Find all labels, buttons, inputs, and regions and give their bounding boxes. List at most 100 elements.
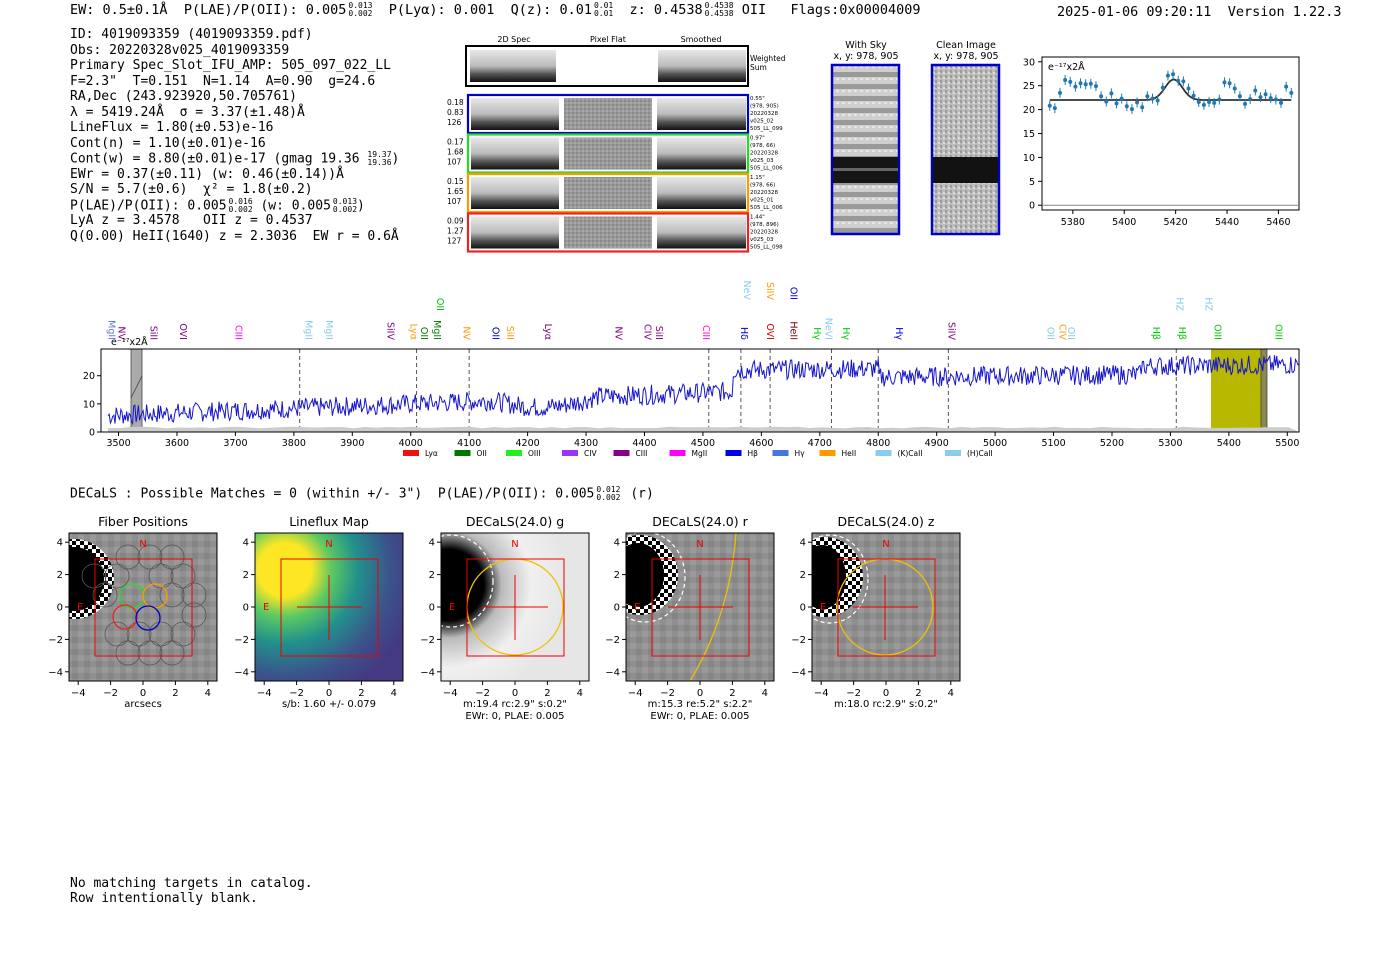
zoom-point <box>1171 72 1176 77</box>
spec-line-label: MgII <box>431 320 442 340</box>
aperture-box <box>466 558 565 657</box>
footer-notes: No matching targets in catalog. Row inte… <box>70 876 313 906</box>
zoom-point <box>1181 79 1186 84</box>
info-plae-w-lo: 0.002 <box>332 204 358 214</box>
line-fit-chart: e⁻¹⁷x2Å 5380 5400 5420 5440 5460 0 5 10 15 20 25 30 <box>1023 56 1300 228</box>
z-lo: 0.4538 <box>704 9 734 18</box>
panel-ytick-label: −4 <box>234 667 249 678</box>
contw-hi: 19.37 <box>367 150 392 159</box>
cutout-2dspec-2 <box>471 177 559 209</box>
panel-ytick-label: −4 <box>791 667 806 678</box>
cutout-left-label: 0.15 <box>447 177 464 186</box>
cutout-right-label: 20220328 <box>750 151 778 157</box>
panel-ytick-label: 2 <box>429 570 435 581</box>
spec-line-label: NeV <box>741 281 752 301</box>
zoom-point <box>1155 98 1160 103</box>
panel-caption: EWr: 0, PLAE: 0.005 <box>650 711 749 722</box>
info-sn: S/N = 5.7(±0.6) χ² = 1.8(±0.2) <box>70 182 313 197</box>
zoom-point <box>1119 96 1124 101</box>
panel-ytick-label: 0 <box>614 603 620 614</box>
panel-ytick-label: −4 <box>48 667 63 678</box>
spec-ytick-label: 20 <box>83 371 95 382</box>
legend-label: CIV <box>584 449 597 458</box>
spec-line-label: OII <box>1045 327 1056 340</box>
spec-line-label: CIII <box>232 325 243 340</box>
info-plae: P(LAE)/P(OII): 0.005 <box>70 198 227 213</box>
info-lya: LyA z = 3.4578 OII z = 0.4537 <box>70 213 313 228</box>
spec-line-label: HZ <box>1173 297 1184 311</box>
zoom-point <box>1186 86 1191 91</box>
zoom-ticks: 5380 5400 5420 5440 5460 0 5 10 15 20 25 30 <box>1023 57 1291 228</box>
weighted-sum-2dspec <box>470 50 556 82</box>
zoom-point <box>1150 96 1155 101</box>
panel-lineflux-map <box>255 533 403 681</box>
panel-xtick-label: 0 <box>326 688 332 699</box>
spec-xtick-label: 3500 <box>106 438 130 449</box>
with-sky-trace-line <box>833 168 898 171</box>
panel-xtick-label: −4 <box>71 688 86 699</box>
cutout-right-label: v025_03 <box>750 237 774 243</box>
cutout-smoothed-0 <box>657 98 746 130</box>
zoom-point <box>1237 94 1242 99</box>
panel-xtick-label: −4 <box>443 688 458 699</box>
legend-swatch <box>454 450 471 456</box>
legend-label: OII <box>477 449 487 458</box>
aperture-ellipse <box>689 533 737 681</box>
cutout-left-label: 0.09 <box>447 217 464 226</box>
cutout-right-label: (978, 66) <box>750 183 775 189</box>
plae-hi: 0.013 <box>348 1 373 10</box>
legend-swatch <box>562 450 578 456</box>
decals-text: DECaLS : Possible Matches = 0 (within +/… <box>70 486 595 502</box>
panel-ytick-label: 4 <box>429 538 435 549</box>
spec-line-label: CIV <box>1056 324 1067 340</box>
panel-title: Lineflux Map <box>289 514 369 529</box>
cutout-left-label: 1.27 <box>447 227 464 236</box>
cutout-right-label: 20220328 <box>750 230 778 236</box>
zoom-point <box>1052 106 1057 111</box>
col-header-2dspec: 2D Spec <box>497 35 530 44</box>
cutout-right-label: (978, 896) <box>750 222 779 228</box>
info-ewr: EWr = 0.37(±0.11) (w: 0.46(±0.14))Å <box>70 166 344 182</box>
qz-lo: 0.01 <box>593 9 614 18</box>
panel-xtick-label: −2 <box>475 688 490 699</box>
panel-caption: m:15.3 re:5.2" s:2.2" <box>648 699 753 710</box>
spec-xtick-label: 3900 <box>340 438 364 449</box>
qz-value: Q(z): 0.01 <box>510 2 592 18</box>
cutout-left-label: 0.17 <box>447 138 464 147</box>
legend-label: MgII <box>692 449 708 458</box>
spec-xtick-label: 4900 <box>925 438 949 449</box>
panel-ytick-label: −2 <box>605 635 620 646</box>
compass-east: E <box>634 602 640 613</box>
panel-xtick-label: −4 <box>257 688 272 699</box>
spec-xtick-label: 4400 <box>632 438 656 449</box>
z-value: z: 0.4538 <box>629 2 703 18</box>
imaging-panels: Fiber Positions −4 −4 −2 −2 0 0 2 2 4 4 arcsecs N E Li… <box>48 514 961 722</box>
cutout-left-label: 126 <box>447 118 462 127</box>
zoom-point <box>1284 84 1289 89</box>
info-contw: Cont(w) = 8.80(±0.01)e-17 (gmag 19.36 <box>70 151 360 167</box>
col-header-smoothed: Smoothed <box>681 35 722 44</box>
cutout-left-label: 107 <box>447 197 462 206</box>
panel-ytick-label: −2 <box>48 635 63 646</box>
info-lineflux: LineFlux = 1.80(±0.53)e-16 <box>70 120 274 135</box>
panel-xtick-label: −4 <box>628 688 643 699</box>
compass-east: E <box>77 602 83 613</box>
z-line: OII <box>741 2 767 18</box>
cutout-right-label: (978, 905) <box>750 104 779 110</box>
panel-xtick-label: −2 <box>103 688 118 699</box>
spectral-line-markers <box>299 349 1265 432</box>
spec-line-label: OVI <box>177 323 188 340</box>
legend-swatch <box>506 450 522 456</box>
panel-title: Fiber Positions <box>98 514 188 529</box>
cutout-right-label: (978, 66) <box>750 143 775 149</box>
spec-xtick-label: 5300 <box>1158 438 1182 449</box>
legend-label: Lyα <box>425 449 438 458</box>
clean-image-xy: x, y: 978, 905 <box>933 51 998 62</box>
panel-ytick-label: −2 <box>234 635 249 646</box>
cutout-right-label: 1.15" <box>750 175 765 181</box>
footer-line-1: No matching targets in catalog. <box>70 876 313 891</box>
spec-line-label: HZ <box>1202 297 1213 311</box>
zoom-point <box>1222 80 1227 85</box>
spec-line-label: SiII <box>504 326 515 340</box>
aperture-box <box>280 558 379 657</box>
